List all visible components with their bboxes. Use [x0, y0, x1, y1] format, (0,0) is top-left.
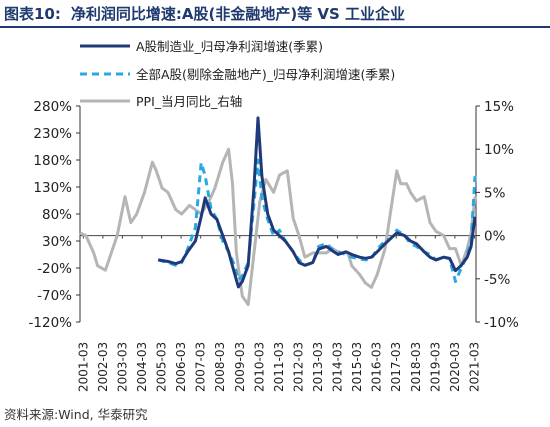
series-all-a-line [157, 158, 477, 283]
left-axis-tick-label: 30% [42, 234, 72, 250]
x-axis-tick-label: 2013-03 [311, 342, 325, 392]
right-axis-tick-label: -10% [484, 315, 519, 331]
legend-label-2: 全部A股(剔除金融地产)_归母净利润增速(季累) [136, 67, 395, 82]
right-axis-tick-label: 15% [484, 99, 514, 115]
series-manufacturing-line [157, 116, 477, 289]
x-axis-tick-label: 2020-03 [448, 342, 462, 392]
left-axis-tick-label: -120% [29, 315, 73, 331]
left-axis-tick-label: 280% [33, 99, 72, 115]
chart-title: 净利润同比增速:A股(非金融地产)等 VS 工业企业 [70, 4, 406, 23]
x-axis-tick-label: 2017-03 [389, 342, 403, 392]
right-axis-tick-label: 5% [484, 185, 506, 201]
left-axis-tick-label: -20% [37, 261, 72, 277]
right-axis-tick-label: 10% [484, 142, 514, 158]
source-note: 资料来源:Wind, 华泰研究 [4, 407, 148, 422]
x-axis-tick-label: 2001-03 [76, 342, 90, 392]
x-axis-tick-label: 2011-03 [272, 342, 286, 392]
x-axis-tick-label: 2015-03 [350, 342, 364, 392]
left-axis-tick-label: -70% [37, 288, 72, 304]
left-axis-tick-label: 230% [33, 126, 72, 142]
right-axis-tick-label: 0% [484, 229, 506, 245]
x-axis-tick-label: 2018-03 [409, 342, 423, 392]
x-axis-tick-label: 2005-03 [155, 342, 169, 392]
x-axis-tick-label: 2016-03 [370, 342, 384, 392]
x-axis-tick-label: 2006-03 [174, 342, 188, 392]
x-axis-tick-label: 2008-03 [213, 342, 227, 392]
x-axis-tick-label: 2014-03 [331, 342, 345, 392]
x-axis-tick-label: 2007-03 [194, 342, 208, 392]
left-axis-tick-label: 80% [42, 207, 72, 223]
x-axis-tick-label: 2002-03 [96, 342, 110, 392]
x-axis-tick-label: 2009-03 [233, 342, 247, 392]
left-axis-tick-label: 130% [33, 180, 72, 196]
x-axis-tick-label: 2019-03 [428, 342, 442, 392]
figure-header: 图表10: 净利润同比增速:A股(非金融地产)等 VS 工业企业 [0, 0, 550, 28]
x-axis-tick-label: 2010-03 [252, 342, 266, 392]
left-axis-tick-label: 180% [33, 153, 72, 169]
legend-label-3: PPI_当月同比_右轴 [136, 94, 242, 109]
x-axis-tick-label: 2004-03 [135, 342, 149, 392]
figure-label: 图表10: [4, 4, 61, 23]
x-axis-tick-label: 2012-03 [291, 342, 305, 392]
chart-area: 280% 230% 180% 130% 80% 30% -20% -70% -120% 15% 10… [29, 39, 520, 392]
right-axis-tick-label: -5% [484, 272, 510, 288]
x-axis-tick-label: 2021-03 [467, 342, 481, 392]
legend-label-1: A股制造业_归母净利润增速(季累) [136, 39, 323, 54]
x-axis-tick-label: 2003-03 [115, 342, 129, 392]
series-ppi-line [79, 147, 477, 307]
